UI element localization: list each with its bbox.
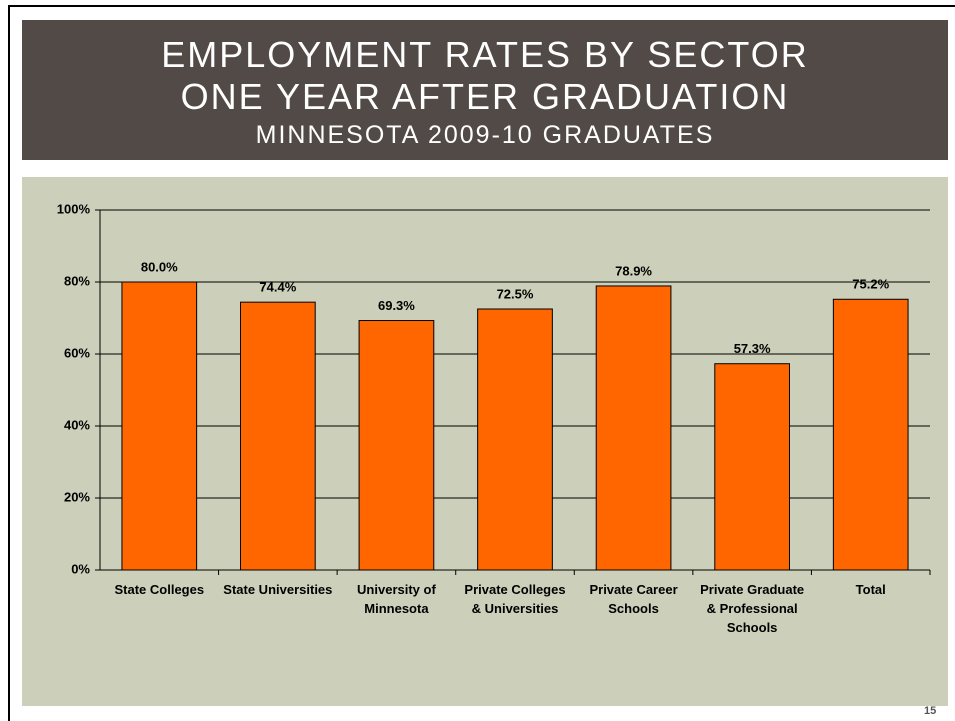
- title: ONE YEAR AFTER GRADUATION: [180, 76, 790, 117]
- data-label: 75.2%: [852, 277, 889, 292]
- bar: [477, 308, 553, 571]
- slide-frame: [8, 5, 955, 721]
- bar: [240, 301, 316, 571]
- y-tick-label: 20%: [64, 489, 90, 504]
- bar: [121, 281, 198, 571]
- y-tick-label: 0%: [71, 561, 90, 576]
- x-tick-label: Private Career Schools: [589, 582, 678, 616]
- x-tick-label: Total: [855, 582, 886, 597]
- data-label: 80.0%: [141, 259, 178, 274]
- x-tick-label: Private Graduate & Professional Schools: [700, 582, 805, 635]
- bar: [714, 363, 790, 571]
- x-tick-label: Private Colleges & Universities: [464, 582, 566, 616]
- x-tick-label: State Universities: [223, 582, 333, 597]
- subtitle: MINNESOTA 2009-10 GRADUATES: [255, 121, 715, 149]
- y-tick-label: 60%: [64, 345, 90, 360]
- page-number: 15: [924, 705, 937, 717]
- data-label: 69.3%: [378, 298, 415, 313]
- x-tick-label: State Colleges: [114, 582, 205, 597]
- x-tick-label: University of Minnesota: [357, 582, 436, 616]
- bar: [358, 320, 435, 571]
- title: EMPLOYMENT RATES BY SECTOR: [161, 34, 809, 75]
- bar: [832, 298, 909, 571]
- y-tick-label: 40%: [64, 417, 90, 432]
- y-tick-label: 100%: [57, 201, 91, 216]
- data-label: 72.5%: [497, 286, 534, 301]
- bar: [595, 285, 672, 571]
- data-label: 57.3%: [734, 341, 771, 356]
- title-box: EMPLOYMENT RATES BY SECTOR ONE YEAR AFTE…: [22, 20, 948, 160]
- data-label: 78.9%: [615, 263, 652, 278]
- data-label: 74.4%: [259, 280, 296, 295]
- y-tick-label: 80%: [64, 273, 90, 288]
